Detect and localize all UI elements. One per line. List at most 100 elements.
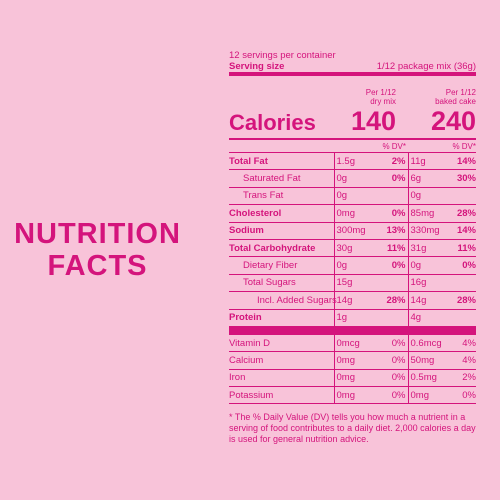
daily-value: 2% <box>376 152 408 171</box>
nutrient-row: Total Fat 1.5g 2% 11g 14% <box>229 152 476 171</box>
amount: 0.6mcg <box>407 334 450 353</box>
nutrient-table: % DV* % DV* Total Fat 1.5g 2% 11g 14% Saturat… <box>229 140 476 405</box>
divider <box>229 326 476 335</box>
daily-value: 0% <box>376 386 408 405</box>
nutrient-name: Iron <box>229 369 334 388</box>
nutrient-name: Trans Fat <box>229 187 334 206</box>
daily-value <box>376 187 408 206</box>
daily-value <box>376 309 408 327</box>
amount: 1g <box>333 309 376 327</box>
daily-value: 0% <box>376 334 408 353</box>
nutrient-row: Potassium 0mg 0% 0mg 0% <box>229 386 476 405</box>
calories-value: 140 <box>350 106 396 136</box>
daily-value: 4% <box>450 334 476 353</box>
daily-value: 11% <box>376 239 408 258</box>
nutrient-name: Saturated Fat <box>229 169 334 188</box>
nutrient-name: Total Fat <box>229 152 334 171</box>
amount: 4g <box>407 309 450 327</box>
nutrient-row: Protein 1g 4g <box>229 309 476 327</box>
nutrient-row: Trans Fat 0g 0g <box>229 187 476 206</box>
nutrient-row: Cholesterol 0mg 0% 85mg 28% <box>229 204 476 223</box>
calories-value: 240 <box>430 106 476 136</box>
column: Per 1/12 baked cake 240 <box>414 88 476 136</box>
column-header: dry mix <box>370 97 396 106</box>
nutrient-name: Sodium <box>229 222 334 240</box>
title: NUTRITION FACTS <box>10 218 185 282</box>
nutrient-name: Cholesterol <box>229 204 334 223</box>
daily-value: 11% <box>450 239 476 258</box>
nutrient-name: Total Carbohydrate <box>229 239 334 258</box>
nutrient-name: Dietary Fiber <box>229 256 334 275</box>
nutrient-row: Dietary Fiber 0g 0% 0g 0% <box>229 256 476 275</box>
calories-label: Calories <box>229 110 316 135</box>
divider-bar <box>229 326 476 335</box>
daily-value: 28% <box>450 291 476 310</box>
footnote: * The % Daily Value (DV) tells you how m… <box>229 412 476 445</box>
column: Per 1/12 dry mix 140 <box>334 88 414 136</box>
nutrient-row: Incl. Added Sugars 14g 28% 14g 28% <box>229 291 476 310</box>
daily-value: 28% <box>450 204 476 223</box>
nutrient-name: Calcium <box>229 351 334 370</box>
daily-value: 2% <box>450 369 476 388</box>
column-header: baked cake <box>435 97 476 106</box>
dv-header-row: % DV* % DV* <box>229 140 476 153</box>
title-line: FACTS <box>47 250 148 282</box>
daily-value: 0% <box>376 256 408 275</box>
daily-value: 28% <box>376 291 408 310</box>
amount: 0g <box>333 187 376 206</box>
amount: 16g <box>407 274 450 293</box>
cell <box>334 140 376 153</box>
daily-value: 0% <box>376 169 408 188</box>
amount: 1.5g <box>333 152 376 171</box>
serving-size-value: 1/12 package mix (36g) <box>376 61 476 72</box>
nutrient-row: Saturated Fat 0g 0% 6g 30% <box>229 169 476 188</box>
amount: 0g <box>407 256 450 275</box>
amount: 11g <box>407 152 450 171</box>
amount: 31g <box>407 239 450 258</box>
daily-value: 14% <box>450 152 476 171</box>
cell <box>229 140 334 153</box>
daily-value <box>450 309 476 327</box>
calories-row: Calories Per 1/12 dry mix 140 Per 1/12 b… <box>229 78 476 140</box>
dv-header: % DV* <box>450 140 476 153</box>
amount: 0mcg <box>333 334 376 353</box>
amount: 14g <box>407 291 450 310</box>
amount: 6g <box>407 169 450 188</box>
amount: 50mg <box>407 351 450 370</box>
cell <box>408 140 450 153</box>
amount: 0.5mg <box>407 369 450 388</box>
amount: 30g <box>333 239 376 258</box>
amount: 0mg <box>333 369 376 388</box>
nutrient-row: Total Carbohydrate 30g 11% 31g 11% <box>229 239 476 258</box>
nutrient-row: Total Sugars 15g 16g <box>229 274 476 293</box>
nutrient-row: Iron 0mg 0% 0.5mg 2% <box>229 369 476 388</box>
daily-value: 13% <box>376 222 408 240</box>
daily-value: 0% <box>376 369 408 388</box>
amount: 0mg <box>333 351 376 370</box>
daily-value: 0% <box>376 204 408 223</box>
nutrient-name: Vitamin D <box>229 334 334 353</box>
column-header: Per 1/12 <box>365 88 396 97</box>
amount: 15g <box>333 274 376 293</box>
daily-value <box>450 187 476 206</box>
serving-size-label: Serving size <box>229 61 285 72</box>
amount: 300mg <box>333 222 376 240</box>
nutrient-row: Sodium 300mg 13% 330mg 14% <box>229 222 476 240</box>
daily-value: 0% <box>376 351 408 370</box>
daily-value: 30% <box>450 169 476 188</box>
nutrient-row: Calcium 0mg 0% 50mg 4% <box>229 351 476 370</box>
nutrient-name: Potassium <box>229 386 334 405</box>
nutrient-row: Vitamin D 0mcg 0% 0.6mcg 4% <box>229 334 476 353</box>
serving-size: Serving size 1/12 package mix (36g) <box>229 61 476 76</box>
daily-value: 0% <box>450 256 476 275</box>
daily-value <box>450 274 476 293</box>
amount: 0g <box>333 256 376 275</box>
dv-header: % DV* <box>376 140 408 153</box>
amount: 0mg <box>407 386 450 405</box>
nutrient-name: Incl. Added Sugars <box>229 291 337 310</box>
servings: 12 servings per container <box>229 50 336 61</box>
nutrition-label: 12 servings per container Serving size 1… <box>229 50 476 445</box>
amount: 330mg <box>407 222 450 240</box>
amount: 0g <box>407 187 450 206</box>
